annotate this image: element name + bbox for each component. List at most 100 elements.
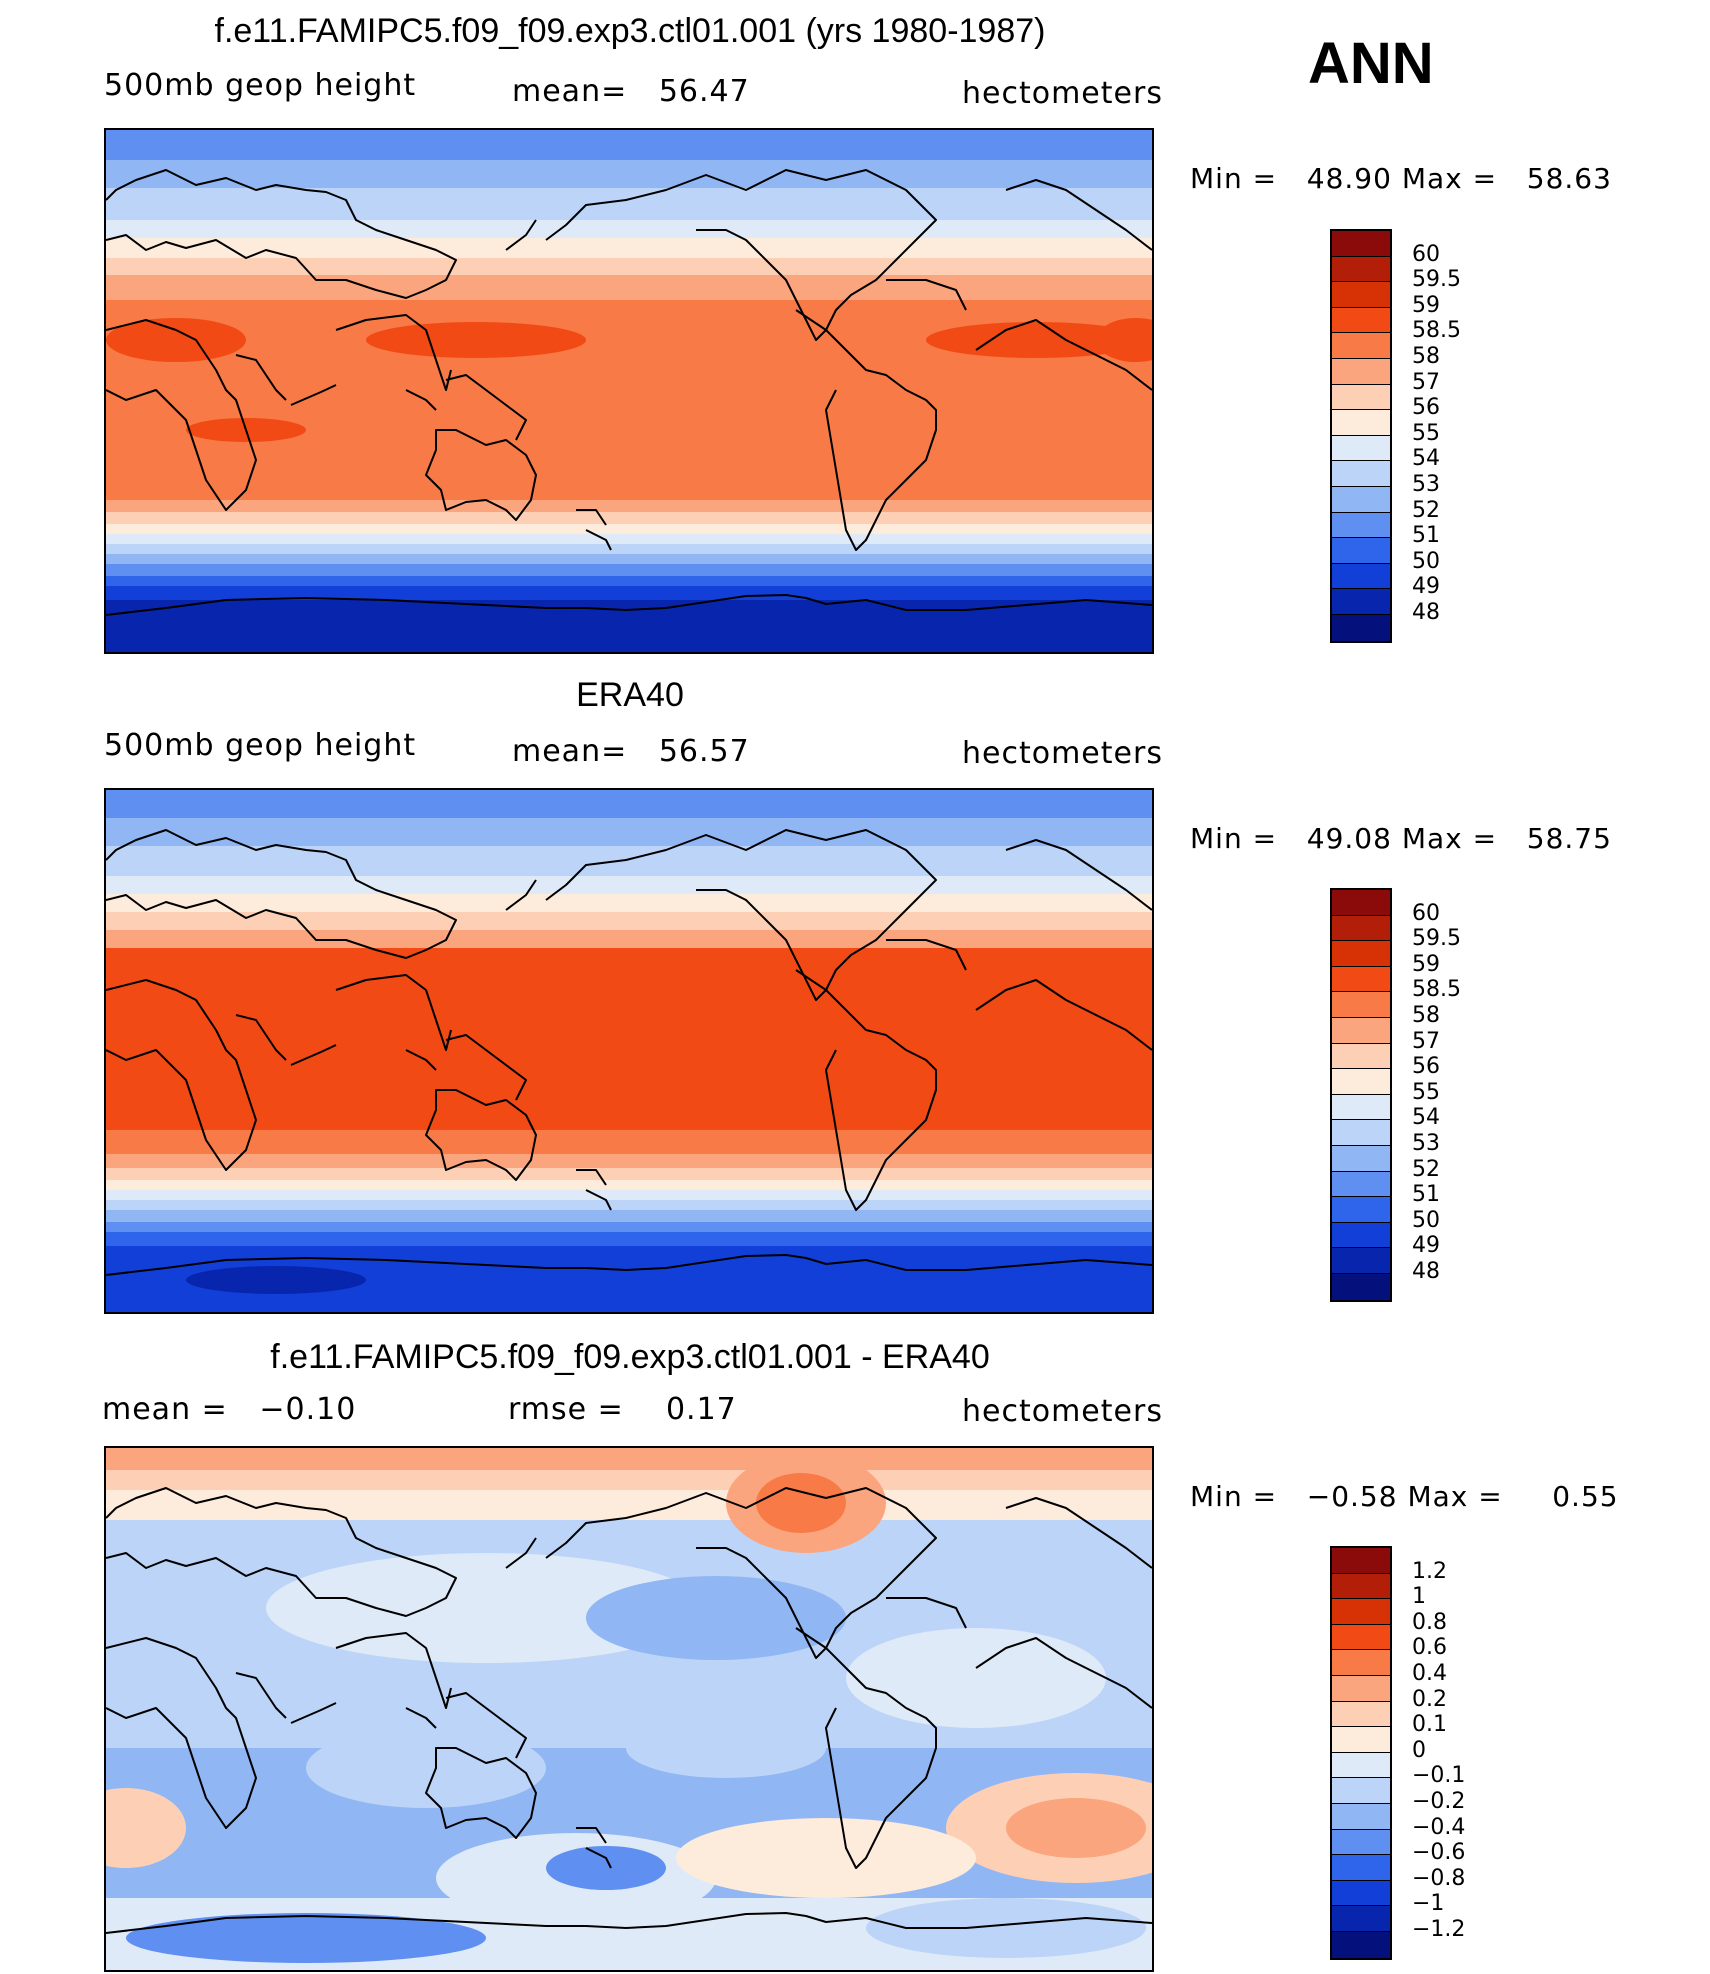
panel1-map-svg: [106, 130, 1152, 652]
coastline: [106, 1912, 1152, 1934]
coastline: [445, 1034, 527, 1101]
contour-cell: [106, 1448, 1152, 1470]
coastline: [335, 314, 452, 391]
contour-cell: [106, 1788, 186, 1868]
panel3-colorbar-swatch: [1332, 1624, 1390, 1651]
panel2-variable: 500mb geop height: [104, 728, 417, 763]
coastline: [886, 939, 967, 971]
coastline: [545, 1487, 937, 1659]
contour-cell: [586, 1576, 846, 1660]
panel1-min-value: 48.90: [1306, 162, 1392, 195]
coastline: [545, 169, 937, 341]
coastline: [1005, 839, 1152, 911]
panel2-map: [104, 788, 1154, 1314]
panel3-colorbar-swatch: [1332, 1931, 1390, 1958]
panel1-colorbar-tick-label: 58: [1412, 344, 1440, 369]
panel3-colorbar-swatch: [1332, 1906, 1390, 1932]
panel2-map-svg: [106, 790, 1152, 1312]
coastline: [975, 1637, 1152, 1709]
contour-band: [106, 930, 1152, 948]
panel1-mean-value: 56.47: [658, 74, 750, 109]
contour-band: [106, 534, 1152, 544]
panel1-min-label: Min =: [1190, 162, 1278, 195]
panel1-colorbar-tick-label: 51: [1412, 523, 1440, 549]
contour-band: [106, 238, 1152, 258]
panel2-colorbar-tick-label: 52: [1412, 1156, 1440, 1182]
contour-band: [106, 1222, 1152, 1232]
panel1-colorbar-tick-label: 60: [1412, 241, 1440, 267]
panel1-colorbar-tick-label: 57: [1412, 369, 1440, 395]
panel2-colorbar-swatch: [1332, 1017, 1390, 1044]
contour-cell: [306, 1728, 546, 1808]
contour-band: [106, 564, 1152, 576]
panel3-colorbar-tick-label: −0.8: [1412, 1865, 1466, 1891]
contour-band: [106, 894, 1152, 912]
coastline: [106, 1487, 457, 1617]
panel3-units: hectometers: [962, 1394, 1163, 1429]
panel1-colorbar-swatch: [1332, 384, 1390, 411]
panel1-map: [104, 128, 1154, 654]
coastline: [576, 509, 607, 526]
panel2-colorbar-tick-label: 49: [1412, 1233, 1440, 1259]
panel3-colorbar-tick-label: 0.1: [1412, 1712, 1447, 1738]
coastline: [1005, 179, 1152, 251]
panel1-colorbar-tick-label: 49: [1412, 574, 1440, 600]
panel1-colorbar-swatch: [1332, 307, 1390, 334]
contour-cell: [186, 1266, 366, 1294]
panel1-colorbar-tick-label: 50: [1412, 548, 1440, 574]
coastline: [795, 969, 937, 1211]
panel2-colorbar-tick-label: 58.5: [1412, 977, 1461, 1003]
panel2-colorbar-tick-label: 55: [1412, 1079, 1440, 1105]
panel2-colorbar-tick-label: 60: [1412, 900, 1440, 926]
panel3-colorbar-tick-label: −0.1: [1412, 1763, 1466, 1789]
coastline: [405, 389, 437, 411]
panel1-colorbar-swatch: [1332, 282, 1390, 308]
contour-band: [106, 1232, 1152, 1246]
panel3-colorbar-tick-label: 0.2: [1412, 1686, 1447, 1712]
contour-cell: [106, 318, 246, 362]
panel1-mean: mean= 56.47: [512, 74, 750, 109]
panel2-min-label: Min =: [1190, 822, 1278, 855]
panel2-colorbar-swatch: [1332, 915, 1390, 942]
contour-band: [106, 576, 1152, 586]
panel3-colorbar-tick-label: 0.6: [1412, 1635, 1447, 1661]
contour-cell: [866, 1898, 1146, 1958]
panel2-colorbar-swatch: [1332, 1197, 1390, 1223]
panel3-colorbar-tick-label: 0.8: [1412, 1609, 1447, 1635]
coastline: [886, 279, 967, 311]
panel1-colorbar: [1330, 229, 1392, 643]
panel2-colorbar-tick-label: 48: [1412, 1259, 1440, 1284]
coastline: [335, 1632, 452, 1709]
coastline: [290, 384, 337, 406]
contour-cell: [1006, 1798, 1146, 1858]
contour-cell: [126, 1913, 486, 1963]
panel1-colorbar-swatch: [1332, 589, 1390, 615]
panel3-colorbar-swatch: [1332, 1855, 1390, 1881]
contour-cell: [626, 1718, 826, 1778]
coastline: [235, 1014, 287, 1061]
panel3-colorbar-tick-label: −0.2: [1412, 1789, 1466, 1814]
panel1-max-value: 58.63: [1526, 162, 1612, 195]
panel1-mean-label: mean=: [512, 74, 628, 109]
panel2-colorbar-swatch: [1332, 1171, 1390, 1198]
panel1-colorbar-swatch: [1332, 538, 1390, 564]
contour-band: [106, 1210, 1152, 1222]
contour-cell: [266, 1553, 706, 1663]
coastline: [425, 429, 537, 521]
contour-cell: [546, 1846, 666, 1890]
contour-band: [106, 512, 1152, 524]
panel1-colorbar-swatch: [1332, 333, 1390, 359]
contour-band: [106, 1130, 1152, 1154]
panel3-colorbar-tick-label: 0: [1412, 1737, 1426, 1763]
panel1-colorbar-swatch: [1332, 358, 1390, 385]
coastline: [445, 1692, 527, 1759]
panel2-mean-label: mean=: [512, 734, 628, 769]
coastline: [425, 1747, 537, 1839]
contour-band: [106, 220, 1152, 238]
panel2-colorbar-swatch: [1332, 1273, 1390, 1300]
coastline: [106, 594, 1152, 616]
contour-cell: [366, 322, 586, 358]
contour-band: [106, 912, 1152, 930]
panel3-max-label: Max =: [1407, 1480, 1503, 1513]
contour-band: [106, 586, 1152, 600]
